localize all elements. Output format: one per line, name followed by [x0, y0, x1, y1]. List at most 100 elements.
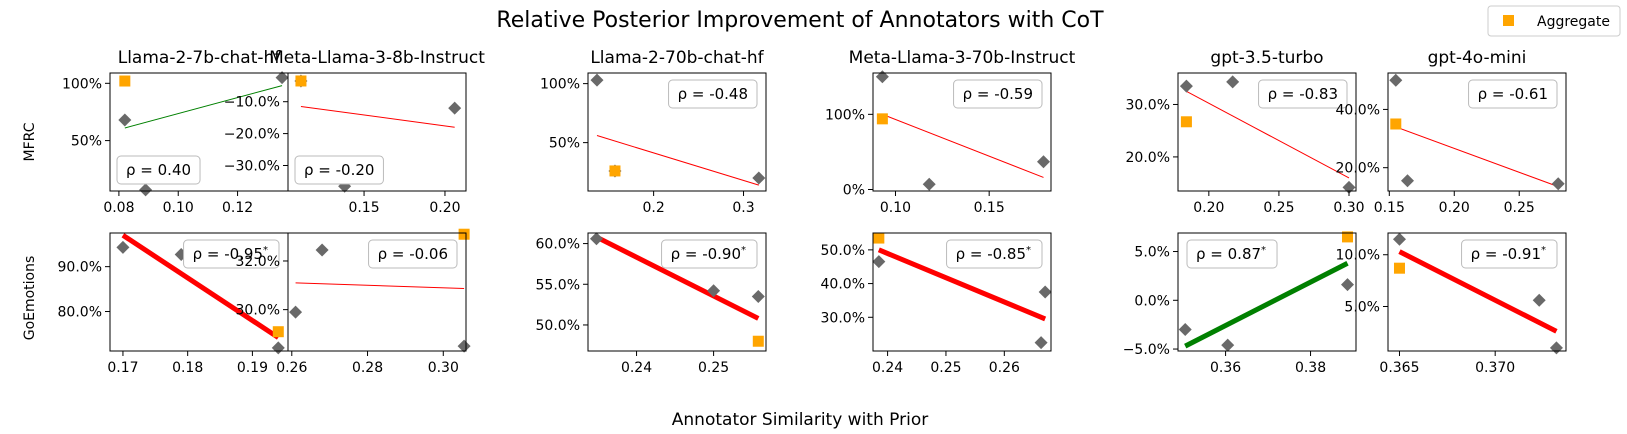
y-tick-label: 30.0%	[1126, 97, 1170, 113]
data-point	[275, 71, 289, 85]
panel-1-3: ρ = -0.85* 0.24 0.25 0.26 30.0% 40.0% 50.0%	[821, 232, 1052, 376]
x-tick-label: 0.26	[276, 360, 307, 376]
x-tick-label: 0.15	[1374, 200, 1405, 216]
row-label-goemotions: GoEmotions	[22, 256, 38, 341]
x-tick-label: 0.25	[930, 360, 961, 376]
rho-box	[953, 79, 1043, 109]
aggregate-point	[458, 228, 470, 240]
y-tick-label: 5.0%	[1344, 299, 1380, 315]
y-tick-label: 50%	[549, 136, 580, 152]
data-point	[1341, 278, 1355, 292]
data-point	[315, 243, 329, 257]
y-tick-label: −20.0%	[224, 127, 280, 143]
y-tick-label: 50%	[71, 134, 102, 150]
y-tick-label: 20.0%	[1336, 161, 1380, 177]
data-point	[1392, 232, 1406, 246]
aggregate-point	[876, 113, 888, 125]
data-point	[1532, 293, 1546, 307]
y-tick-label: 20.0%	[1126, 150, 1170, 166]
data-point	[118, 113, 132, 127]
data-point	[751, 289, 765, 303]
fit-line	[1395, 126, 1559, 188]
x-tick-label: 0.20	[1439, 200, 1470, 216]
axes-frame	[872, 72, 1052, 192]
data-point	[1551, 177, 1565, 191]
aggregate-point	[119, 75, 131, 87]
rho-box	[1461, 239, 1558, 269]
y-tick-label: 40.0%	[821, 277, 865, 293]
data-point	[707, 284, 721, 298]
y-tick-label: 0.0%	[1134, 293, 1170, 309]
fit-line	[121, 233, 280, 340]
data-point	[872, 255, 886, 269]
legend-marker	[1503, 15, 1514, 26]
y-tick-label: 60.0%	[536, 237, 580, 253]
fit-line	[882, 113, 1044, 178]
rho-box	[1468, 79, 1558, 109]
y-tick-label: 40.0%	[1336, 102, 1380, 118]
axes-frame	[587, 72, 767, 192]
x-tick-label: 0.15	[348, 200, 379, 216]
y-tick-label: 50.0%	[536, 318, 580, 334]
data-point	[1037, 155, 1051, 169]
panel-0-1: Meta-Llama-3-8b-Instruct ρ = -0.20 0.15 0.2…	[224, 48, 485, 216]
panel-title: Llama-2-7b-chat-hf	[118, 48, 282, 68]
axes-frame	[587, 232, 767, 352]
aggregate-point	[1342, 231, 1354, 243]
x-tick-label: 0.20	[429, 200, 460, 216]
axes-frame	[1387, 72, 1567, 192]
data-point	[1389, 73, 1403, 87]
y-tick-label: 100%	[825, 107, 865, 123]
x-tick-label: 0.20	[1193, 200, 1224, 216]
fit-line	[300, 105, 455, 128]
data-point	[1179, 79, 1193, 93]
aggregate-point	[295, 75, 307, 87]
rho-label: ρ = -0.85*	[956, 245, 1031, 263]
rho-box	[116, 155, 201, 185]
data-point	[271, 341, 285, 355]
aggregate-point	[1390, 118, 1402, 130]
rho-box	[668, 79, 758, 109]
y-tick-label: −30.0%	[224, 158, 280, 174]
x-tick-label: 0.24	[621, 360, 652, 376]
rho-label: ρ = -0.48	[678, 85, 748, 103]
x-tick-label: 0.15	[974, 200, 1005, 216]
fit-line	[1186, 90, 1350, 179]
x-tick-label: 0.2	[642, 200, 664, 216]
y-tick-label: 5.0%	[1134, 245, 1170, 261]
x-tick-label: 0.38	[1295, 360, 1326, 376]
fit-line	[295, 282, 465, 289]
rho-label: ρ = -0.95*	[193, 245, 268, 263]
panel-1-0: ρ = -0.95* 0.17 0.18 0.19 80.0% 90.0%	[58, 232, 289, 376]
data-point	[289, 305, 303, 319]
rho-box	[368, 239, 458, 269]
rho-label: ρ = -0.83	[1268, 85, 1338, 103]
x-tick-label: 0.10	[880, 200, 911, 216]
aggregate-point	[609, 165, 621, 177]
aggregate-point	[752, 335, 764, 347]
panel-title: gpt-4o-mini	[1428, 48, 1527, 68]
fit-line	[1184, 261, 1349, 349]
panel-1-1: ρ = -0.06 0.26 0.28 0.30 30.0% 32.0%	[236, 228, 471, 376]
data-point	[1221, 338, 1235, 352]
x-tick-label: 0.28	[352, 360, 383, 376]
data-point	[922, 177, 936, 191]
data-point	[875, 70, 889, 84]
rho-label: ρ = -0.06	[378, 245, 448, 263]
data-point	[1038, 285, 1052, 299]
x-tick-label: 0.26	[989, 360, 1020, 376]
y-tick-label: 10.0%	[1336, 248, 1380, 264]
y-tick-label: 0%	[843, 182, 865, 198]
data-point	[1226, 75, 1240, 89]
data-point	[589, 232, 603, 246]
panels: Llama-2-7b-chat-hf ρ = 0.40 0.08 0.10 0.12 50…	[58, 48, 1567, 376]
axes-frame	[872, 232, 1052, 352]
x-tick-label: 0.17	[107, 360, 138, 376]
y-tick-label: 30.0%	[236, 303, 280, 319]
y-tick-label: 30.0%	[821, 310, 865, 326]
rho-box	[1186, 239, 1278, 269]
x-tick-label: 0.30	[1333, 200, 1364, 216]
y-tick-label: 50.0%	[821, 243, 865, 259]
panel-1-2: ρ = -0.90* 0.24 0.25 50.0% 55.0% 60.0%	[536, 232, 767, 376]
axes-frame	[1387, 232, 1567, 352]
